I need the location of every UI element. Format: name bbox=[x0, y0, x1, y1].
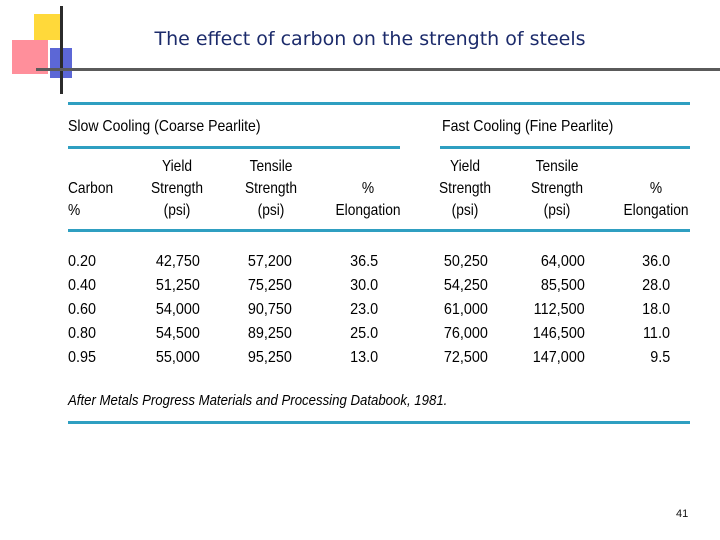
table-cell: 64,000 bbox=[540, 253, 585, 270]
table-cell: 9.5 bbox=[649, 349, 670, 366]
col-header-yield-fast: Yield Strength (psi) bbox=[438, 158, 492, 219]
table-cell: 95,250 bbox=[247, 349, 292, 366]
table-cell: 51,250 bbox=[155, 277, 200, 294]
col-header-tensile-fast: Tensile Strength (psi) bbox=[530, 158, 584, 219]
table-cell: 54,250 bbox=[443, 277, 488, 294]
table-cell: 0.40 bbox=[68, 277, 97, 294]
table-cell: 0.60 bbox=[68, 301, 97, 318]
table-cell: 72,500 bbox=[443, 349, 488, 366]
decor-yellow-square bbox=[34, 14, 62, 40]
decor-vertical-line bbox=[60, 6, 63, 94]
table-cell: 28.0 bbox=[641, 277, 670, 294]
col-header-carbon: Carbon % bbox=[68, 180, 114, 219]
table-cell: 89,250 bbox=[247, 325, 292, 342]
table-cell: 30.0 bbox=[349, 277, 378, 294]
table-cell: 23.0 bbox=[349, 301, 378, 318]
table-cell: 75,250 bbox=[247, 277, 292, 294]
title-underline bbox=[36, 68, 720, 71]
col-header-elongation-slow: % Elongation bbox=[335, 180, 401, 219]
table-cell: 54,500 bbox=[155, 325, 200, 342]
table-cell: 18.0 bbox=[641, 301, 670, 318]
source-year: 1981. bbox=[414, 392, 448, 409]
table-top-rule bbox=[68, 102, 690, 105]
table-bottom-rule bbox=[68, 421, 690, 424]
table-cell: 36.5 bbox=[349, 253, 378, 270]
table-cell: 0.80 bbox=[68, 325, 97, 342]
table-cell: 50,250 bbox=[443, 253, 488, 270]
table-cell: 76,000 bbox=[443, 325, 488, 342]
table-cell: 147,000 bbox=[532, 349, 585, 366]
table-cell: 61,000 bbox=[443, 301, 488, 318]
table-cell: 90,750 bbox=[247, 301, 292, 318]
source-citation: After Metals Progress Materials and Proc… bbox=[68, 392, 447, 409]
table-cell: 54,000 bbox=[155, 301, 200, 318]
group-rule-slow bbox=[68, 146, 400, 149]
group-title-fast-cooling: Fast Cooling (Fine Pearlite) bbox=[442, 118, 614, 135]
table-cell: 25.0 bbox=[349, 325, 378, 342]
slide-title: The effect of carbon on the strength of … bbox=[154, 28, 586, 50]
page-number: 41 bbox=[676, 508, 689, 520]
table-cell: 57,200 bbox=[247, 253, 292, 270]
group-rule-fast bbox=[440, 146, 690, 149]
group-title-slow-cooling: Slow Cooling (Coarse Pearlite) bbox=[68, 118, 261, 135]
col-header-yield-slow: Yield Strength (psi) bbox=[150, 158, 204, 219]
col-header-tensile-slow: Tensile Strength (psi) bbox=[244, 158, 298, 219]
header-rule bbox=[68, 229, 690, 232]
table-cell: 85,500 bbox=[540, 277, 585, 294]
table-cell: 36.0 bbox=[641, 253, 670, 270]
table-cell: 42,750 bbox=[155, 253, 200, 270]
table-cell: 112,500 bbox=[534, 301, 585, 318]
source-prefix: After bbox=[68, 392, 96, 409]
table-cell: 11.0 bbox=[643, 325, 670, 342]
source-text: Metals Progress Materials and Processing… bbox=[95, 392, 415, 409]
col-header-elongation-fast: % Elongation bbox=[623, 180, 689, 219]
table-cell: 0.95 bbox=[68, 349, 97, 366]
table-cell: 13.0 bbox=[349, 349, 378, 366]
table-cell: 0.20 bbox=[68, 253, 97, 270]
table-cell: 146,500 bbox=[532, 325, 585, 342]
table-cell: 55,000 bbox=[155, 349, 200, 366]
